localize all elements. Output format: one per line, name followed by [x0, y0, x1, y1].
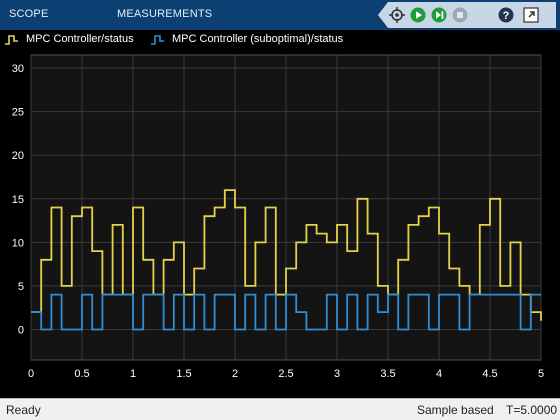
x-tick-label: 2.5 [278, 368, 293, 380]
x-tick-label: 1.5 [176, 368, 191, 380]
y-tick-label: 25 [12, 107, 24, 119]
series-lines [31, 189, 542, 331]
legend-label-series-2: MPC Controller (suboptimal)/status [172, 33, 344, 45]
status-sample-mode: Sample based [417, 403, 494, 417]
y-tick-label: 10 [12, 237, 24, 249]
status-bar: Ready Sample based T=5.0000 [0, 398, 560, 420]
status-simulation-time: T=5.0000 [506, 403, 558, 417]
y-tick-label: 5 [18, 281, 24, 293]
legend-swatch-series-2 [151, 35, 164, 45]
x-tick-label: 0 [28, 368, 34, 380]
undock-icon[interactable] [523, 7, 539, 23]
y-tick-label: 0 [18, 325, 24, 337]
y-tick-label: 30 [12, 63, 24, 75]
highlight-simulink-block-icon[interactable] [389, 7, 405, 23]
x-tick-labels: 0 0.5 1 1.5 2 2.5 3 3.5 4 4.5 5 [28, 368, 544, 380]
x-tick-label: 5 [538, 368, 544, 380]
tab-measurements[interactable]: MEASUREMENTS [117, 8, 213, 20]
status-ready-text: Ready [6, 403, 41, 417]
svg-text:?: ? [503, 10, 510, 22]
y-tick-label: 15 [12, 194, 24, 206]
x-tick-label: 4.5 [482, 368, 497, 380]
x-tick-label: 3.5 [380, 368, 395, 380]
x-tick-label: 1 [130, 368, 136, 380]
step-forward-icon[interactable] [431, 7, 447, 23]
y-tick-labels: 0 5 10 15 20 25 30 [12, 63, 24, 336]
tab-scope[interactable]: SCOPE [9, 8, 49, 20]
series-line-1 [31, 189, 542, 321]
x-tick-label: 0.5 [74, 368, 89, 380]
y-tick-label: 20 [12, 150, 24, 162]
scope-toolbar: SCOPE MEASUREMENTS ? [0, 0, 560, 30]
series-line-2 [31, 293, 541, 331]
run-icon[interactable] [410, 7, 426, 23]
help-icon[interactable]: ? [498, 7, 514, 23]
x-tick-label: 4 [436, 368, 442, 380]
stop-icon[interactable] [452, 7, 468, 23]
legend: MPC Controller/status MPC Controller (su… [0, 30, 560, 48]
x-tick-label: 2 [232, 368, 238, 380]
plot-area[interactable]: 0 0.5 1 1.5 2 2.5 3 3.5 4 4.5 5 0 5 10 15 20 25 30 [0, 48, 560, 398]
legend-swatch-series-1 [5, 35, 18, 45]
legend-label-series-1: MPC Controller/status [26, 33, 134, 45]
toolbar-button-group: ? [378, 2, 556, 28]
x-tick-label: 3 [334, 368, 340, 380]
